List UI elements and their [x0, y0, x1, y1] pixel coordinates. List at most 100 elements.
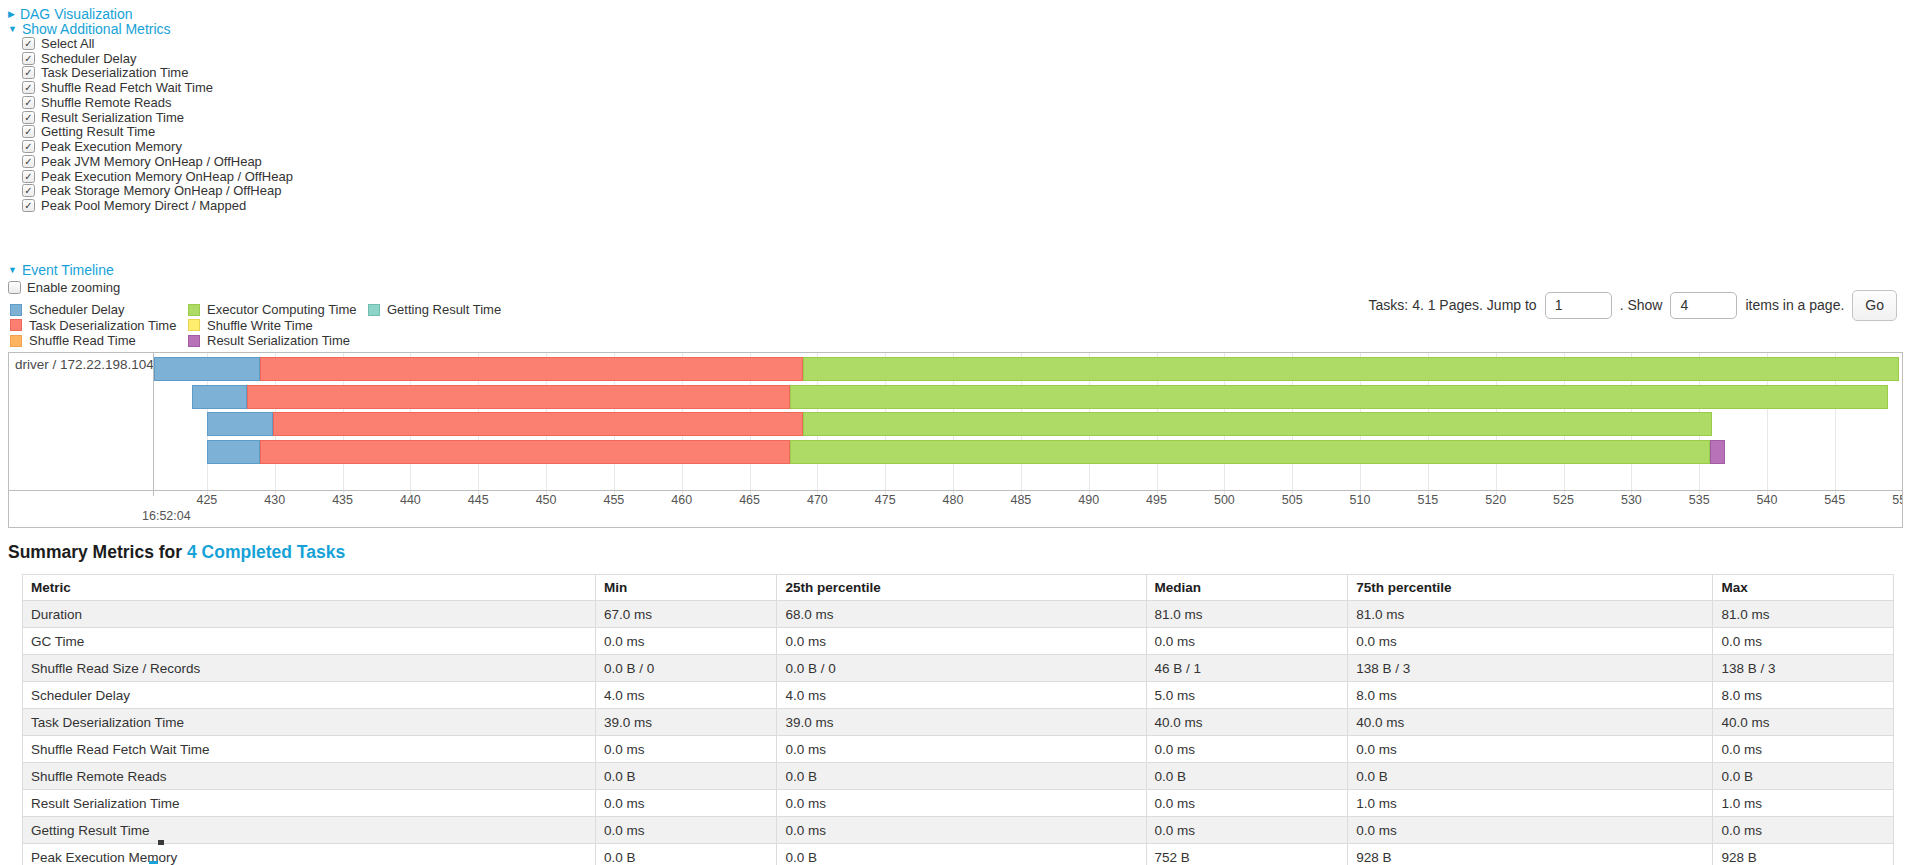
metric-checkbox[interactable] [22, 66, 35, 79]
task-bar-segment-task-deserialization[interactable] [260, 357, 803, 381]
show-additional-metrics-toggle[interactable]: ▼ Show Additional Metrics [8, 21, 171, 37]
table-cell-metric: Duration [23, 601, 596, 628]
axis-tick-label: 550 [1892, 493, 1903, 508]
axis-tick-label: 505 [1282, 493, 1303, 508]
table-cell: 81.0 ms [1348, 601, 1713, 628]
summary-heading-prefix: Summary Metrics for [8, 542, 187, 562]
task-bar-segment-task-deserialization[interactable] [260, 440, 790, 464]
enable-zooming-checkbox[interactable] [8, 281, 21, 294]
legend-label: Getting Result Time [387, 302, 501, 317]
items-per-page-input[interactable] [1670, 292, 1737, 319]
jump-to-page-input[interactable] [1545, 292, 1612, 319]
legend-label: Executor Computing Time [207, 302, 357, 317]
legend-swatch-icon [188, 335, 200, 347]
axis-tick-label: 480 [943, 493, 964, 508]
table-cell: 0.0 ms [1713, 628, 1894, 655]
table-cell: 0.0 B [777, 844, 1146, 865]
axis-tick-label: 530 [1621, 493, 1642, 508]
metric-checkbox-row: Getting Result Time [22, 125, 293, 140]
metric-checkbox[interactable] [22, 155, 35, 168]
go-button[interactable]: Go [1852, 290, 1897, 321]
table-header-cell: Metric [23, 575, 596, 601]
table-row: Scheduler Delay4.0 ms4.0 ms5.0 ms8.0 ms8… [23, 682, 1894, 709]
clipped-section-fragment [158, 840, 164, 845]
table-header-cell: 25th percentile [777, 575, 1146, 601]
table-header-cell: 75th percentile [1348, 575, 1713, 601]
metric-checkbox[interactable] [22, 140, 35, 153]
chevron-down-icon: ▼ [8, 265, 17, 275]
metric-checkbox-label: Peak JVM Memory OnHeap / OffHeap [41, 154, 262, 169]
metric-checkbox-row: Peak Pool Memory Direct / Mapped [22, 198, 293, 213]
legend-item-executor-computing: Executor Computing Time [188, 302, 368, 318]
table-cell: 0.0 ms [777, 817, 1146, 844]
metric-checkbox-row: Task Deserialization Time [22, 66, 293, 81]
axis-tick-label: 445 [468, 493, 489, 508]
task-bar-segment-task-deserialization[interactable] [247, 385, 790, 409]
metric-checkbox[interactable] [22, 81, 35, 94]
table-cell: 40.0 ms [1348, 709, 1713, 736]
table-cell-metric: Task Deserialization Time [23, 709, 596, 736]
event-timeline-label: Event Timeline [22, 262, 114, 278]
table-cell: 0.0 ms [1348, 628, 1713, 655]
task-bar-segment-scheduler-delay[interactable] [207, 440, 260, 464]
metric-checkbox-row: Peak Execution Memory [22, 139, 293, 154]
axis-tick-label: 535 [1689, 493, 1710, 508]
completed-tasks-link[interactable]: 4 Completed Tasks [187, 542, 345, 562]
metric-checkbox-row: Result Serialization Time [22, 110, 293, 125]
metric-checkbox[interactable] [22, 125, 35, 138]
task-bar-segment-task-deserialization[interactable] [273, 412, 803, 436]
metric-checkbox[interactable] [22, 199, 35, 212]
metric-checkbox-label: Shuffle Remote Reads [41, 95, 172, 110]
task-bar-segment-executor-computing[interactable] [803, 357, 1899, 381]
table-cell: 0.0 B [1146, 763, 1348, 790]
table-cell: 8.0 ms [1348, 682, 1713, 709]
table-cell: 0.0 ms [777, 628, 1146, 655]
legend-item-shuffle-read: Shuffle Read Time [10, 333, 188, 349]
legend-label: Result Serialization Time [207, 333, 350, 348]
metric-checkbox[interactable] [22, 96, 35, 109]
enable-zooming-label: Enable zooming [27, 280, 120, 295]
metric-checkbox-label: Peak Storage Memory OnHeap / OffHeap [41, 183, 281, 198]
metric-checkbox[interactable] [22, 184, 35, 197]
task-bar-segment-scheduler-delay[interactable] [192, 385, 247, 409]
axis-tick-label: 490 [1078, 493, 1099, 508]
axis-tick-label: 455 [603, 493, 624, 508]
metric-checkbox-row: Peak Execution Memory OnHeap / OffHeap [22, 169, 293, 184]
table-cell: 0.0 ms [595, 790, 777, 817]
task-bar-segment-executor-computing[interactable] [790, 385, 1888, 409]
table-cell: 0.0 ms [1348, 817, 1713, 844]
task-bar-segment-scheduler-delay[interactable] [154, 357, 260, 381]
metric-checkbox[interactable] [22, 52, 35, 65]
axis-tick-label: 515 [1417, 493, 1438, 508]
table-cell: 67.0 ms [595, 601, 777, 628]
task-bar-segment-scheduler-delay[interactable] [207, 412, 273, 436]
table-cell: 0.0 B / 0 [777, 655, 1146, 682]
axis-tick-label: 510 [1350, 493, 1371, 508]
table-cell: 81.0 ms [1146, 601, 1348, 628]
table-cell: 0.0 ms [1146, 817, 1348, 844]
legend-item-result-serialization: Result Serialization Time [188, 333, 368, 349]
table-row: Shuffle Remote Reads0.0 B0.0 B0.0 B0.0 B… [23, 763, 1894, 790]
task-bar-segment-executor-computing[interactable] [803, 412, 1712, 436]
metric-checkbox[interactable] [22, 37, 35, 50]
task-bar-segment-result-serialization[interactable] [1710, 440, 1725, 464]
metric-checkbox-label: Getting Result Time [41, 124, 155, 139]
pagination-summary-text: Tasks: 4. 1 Pages. Jump to [1369, 297, 1537, 313]
legend-swatch-icon [188, 304, 200, 316]
table-header-cell: Min [595, 575, 777, 601]
metric-checkbox-label: Result Serialization Time [41, 110, 184, 125]
table-cell: 5.0 ms [1146, 682, 1348, 709]
metric-checkbox[interactable] [22, 111, 35, 124]
table-cell: 0.0 ms [1713, 817, 1894, 844]
table-cell: 0.0 B [777, 763, 1146, 790]
task-bar-segment-executor-computing[interactable] [790, 440, 1710, 464]
table-cell: 928 B [1348, 844, 1713, 865]
table-cell: 138 B / 3 [1713, 655, 1894, 682]
metric-checkbox-row: Shuffle Read Fetch Wait Time [22, 80, 293, 95]
table-cell: 1.0 ms [1713, 790, 1894, 817]
metric-checkbox[interactable] [22, 170, 35, 183]
event-timeline-toggle[interactable]: ▼ Event Timeline [8, 262, 114, 278]
table-cell-metric: Shuffle Read Fetch Wait Time [23, 736, 596, 763]
task-pagination: Tasks: 4. 1 Pages. Jump to . Show items … [1369, 289, 1897, 321]
metric-checkbox-label: Task Deserialization Time [41, 65, 188, 80]
